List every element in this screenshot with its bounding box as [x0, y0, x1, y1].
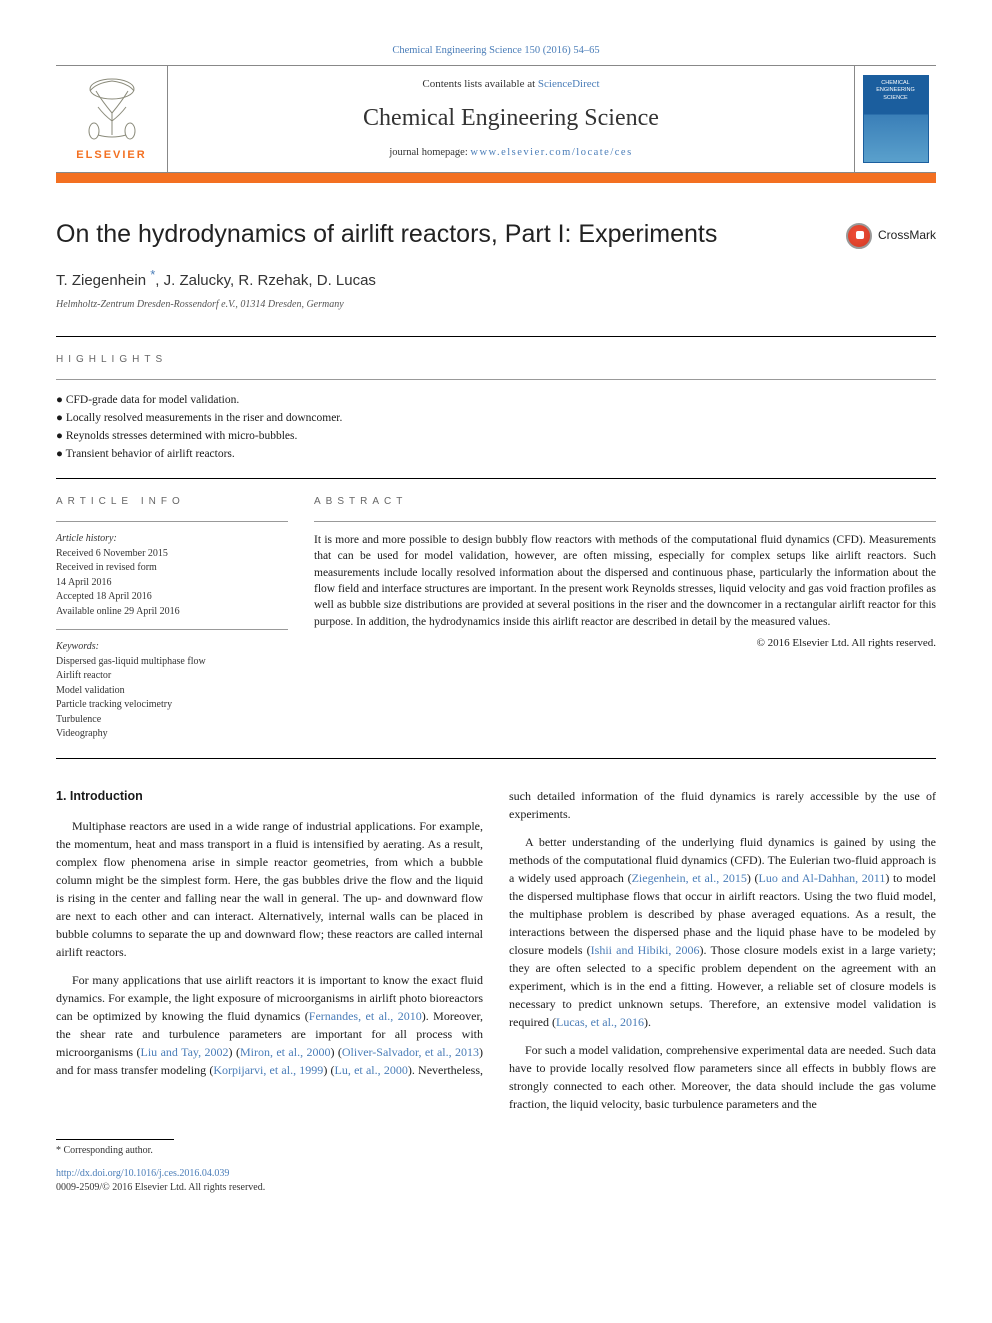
abstract-copyright: © 2016 Elsevier Ltd. All rights reserved… [314, 636, 936, 651]
footer: * Corresponding author. http://dx.doi.or… [56, 1139, 936, 1195]
author-1: T. Ziegenhein [56, 272, 150, 289]
citation-link[interactable]: Korpijarvi, et al., 1999 [213, 1063, 323, 1077]
citation-link[interactable]: Lucas, et al., 2016 [556, 1015, 644, 1029]
citation-link[interactable]: Lu, et al., 2000 [335, 1063, 408, 1077]
article-history: Article history: Received 6 November 201… [56, 532, 288, 630]
highlight-item: ● CFD-grade data for model validation. [56, 392, 936, 408]
article-info-label: article info [56, 495, 288, 509]
header-center: Contents lists available at ScienceDirec… [168, 66, 854, 172]
corr-footnote: * Corresponding author. [56, 1145, 153, 1156]
homepage-prefix: journal homepage: [389, 147, 470, 158]
keyword: Airlift reactor [56, 669, 288, 684]
t: ) ( [229, 1045, 240, 1059]
article-title: On the hydrodynamics of airlift reactors… [56, 217, 717, 252]
abstract-label: ABSTRACT [314, 495, 936, 509]
citation-link[interactable]: Ishii and Hibiki, 2006 [591, 943, 700, 957]
keyword: Videography [56, 727, 288, 742]
body-text: 1. Introduction Multiphase reactors are … [56, 787, 936, 1113]
elsevier-wordmark: ELSEVIER [76, 148, 146, 163]
journal-header: ELSEVIER Contents lists available at Sci… [56, 65, 936, 173]
history-online: Available online 29 April 2016 [56, 605, 288, 620]
crossmark-icon [846, 223, 872, 249]
contents-prefix: Contents lists available at [422, 78, 537, 90]
highlight-item: ● Reynolds stresses determined with micr… [56, 428, 936, 444]
keywords-block: Keywords: Dispersed gas-liquid multiphas… [56, 640, 288, 742]
citation-link[interactable]: Ziegenhein, et al., 2015 [632, 871, 747, 885]
citation-link[interactable]: Liu and Tay, 2002 [141, 1045, 229, 1059]
para: Multiphase reactors are used in a wide r… [56, 817, 483, 961]
history-revised-a: Received in revised form [56, 561, 288, 576]
para: For such a model validation, comprehensi… [509, 1041, 936, 1113]
homepage-line: journal homepage: www.elsevier.com/locat… [389, 146, 632, 161]
journal-cover-image: CHEMICALENGINEERINGSCIENCE [863, 75, 929, 163]
affiliation: Helmholtz-Zentrum Dresden-Rossendorf e.V… [56, 298, 936, 312]
issn-copyright: 0009-2509/© 2016 Elsevier Ltd. All right… [56, 1181, 936, 1195]
t: ). [644, 1015, 651, 1029]
para: A better understanding of the underlying… [509, 833, 936, 1031]
authors-line: T. Ziegenhein *, J. Zalucky, R. Rzehak, … [56, 266, 936, 291]
keyword: Dispersed gas-liquid multiphase flow [56, 655, 288, 670]
rule-3 [56, 758, 936, 759]
contents-lists-line: Contents lists available at ScienceDirec… [422, 77, 599, 92]
footnote-rule [56, 1139, 174, 1140]
homepage-link[interactable]: www.elsevier.com/locate/ces [470, 147, 632, 158]
elsevier-tree-icon [71, 74, 153, 146]
journal-cover-thumb: CHEMICALENGINEERINGSCIENCE [854, 66, 936, 172]
journal-reference: Chemical Engineering Science 150 (2016) … [56, 44, 936, 59]
highlight-item: ● Locally resolved measurements in the r… [56, 410, 936, 426]
citation-link[interactable]: Oliver-Salvador, et al., 2013 [342, 1045, 479, 1059]
journal-reference-link[interactable]: Chemical Engineering Science 150 (2016) … [392, 45, 599, 56]
history-header: Article history: [56, 532, 288, 547]
citation-link[interactable]: Fernandes, et al., 2010 [309, 1009, 422, 1023]
highlight-text: Transient behavior of airlift reactors. [66, 448, 235, 460]
highlight-item: ● Transient behavior of airlift reactors… [56, 446, 936, 462]
elsevier-logo: ELSEVIER [56, 66, 168, 172]
doi-link[interactable]: http://dx.doi.org/10.1016/j.ces.2016.04.… [56, 1168, 229, 1179]
sciencedirect-link[interactable]: ScienceDirect [538, 78, 600, 90]
citation-link[interactable]: Luo and Al-Dahhan, 2011 [759, 871, 886, 885]
t: ) ( [330, 1045, 341, 1059]
rule-2 [56, 478, 936, 479]
abstract-text: It is more and more possible to design b… [314, 532, 936, 630]
history-received: Received 6 November 2015 [56, 547, 288, 562]
authors-rest: , J. Zalucky, R. Rzehak, D. Lucas [155, 272, 376, 289]
journal-name: Chemical Engineering Science [363, 102, 659, 136]
highlight-text: Reynolds stresses determined with micro-… [66, 430, 298, 442]
highlights-list: ● CFD-grade data for model validation. ●… [56, 392, 936, 462]
highlights-label: HIGHLIGHTS [56, 353, 936, 367]
t: ) ( [747, 871, 759, 885]
section-1-heading: 1. Introduction [56, 787, 483, 806]
keyword: Model validation [56, 684, 288, 699]
keyword: Particle tracking velocimetry [56, 698, 288, 713]
keywords-header: Keywords: [56, 640, 288, 655]
highlight-text: Locally resolved measurements in the ris… [66, 412, 343, 424]
rule-1 [56, 336, 936, 337]
keyword: Turbulence [56, 713, 288, 728]
citation-link[interactable]: Miron, et al., 2000 [240, 1045, 331, 1059]
crossmark-label: CrossMark [878, 227, 936, 244]
history-revised-b: 14 April 2016 [56, 576, 288, 591]
accent-bar [56, 173, 936, 183]
t: ) ( [323, 1063, 334, 1077]
highlight-text: CFD-grade data for model validation. [66, 394, 239, 406]
history-accepted: Accepted 18 April 2016 [56, 590, 288, 605]
crossmark-badge[interactable]: CrossMark [846, 217, 936, 249]
